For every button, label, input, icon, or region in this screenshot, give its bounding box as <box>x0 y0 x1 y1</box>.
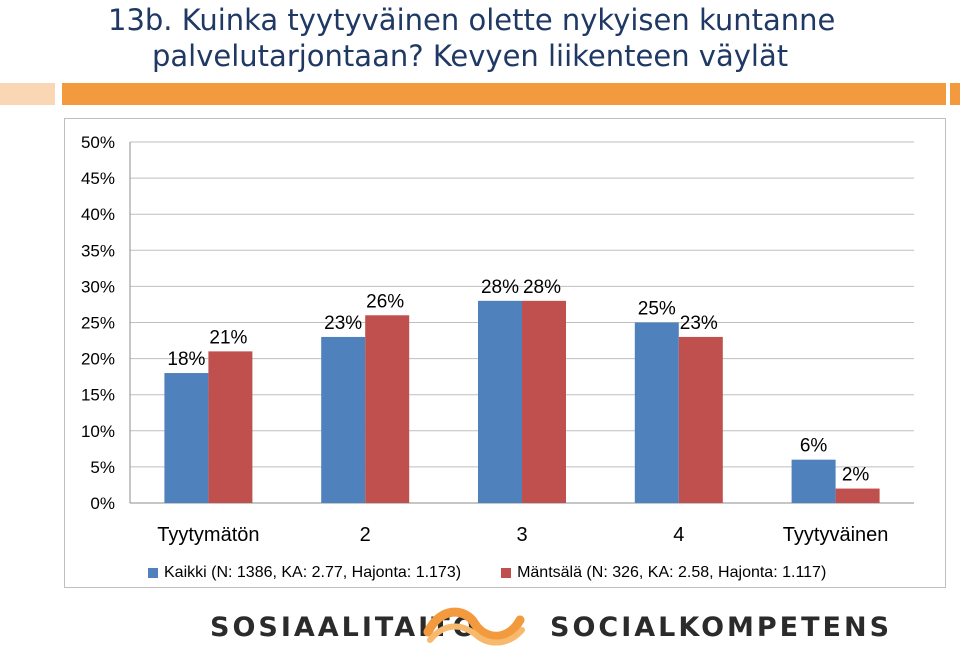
bar-kaikki <box>791 459 836 503</box>
legend-item-kaikki: Kaikki (N: 1386, KA: 2.77, Hajonta: 1.17… <box>148 564 461 582</box>
data-label: 23% <box>324 313 362 334</box>
bar-mantsala <box>522 300 566 503</box>
data-label: 6% <box>800 436 828 457</box>
x-tick-label: Tyytyväinen <box>783 524 889 546</box>
data-label: 18% <box>167 349 205 370</box>
y-tick-label: 25% <box>81 314 115 333</box>
x-tick-label: 4 <box>673 524 684 546</box>
data-label: 25% <box>638 299 676 320</box>
accent-bar-right <box>950 83 960 105</box>
bar-mantsala <box>678 336 723 503</box>
x-tick-label: 3 <box>516 524 527 546</box>
y-tick-label: 15% <box>81 386 115 405</box>
data-label: 28% <box>523 277 561 298</box>
y-tick-label: 30% <box>81 277 115 296</box>
data-label: 21% <box>209 327 247 348</box>
legend: Kaikki (N: 1386, KA: 2.77, Hajonta: 1.17… <box>148 563 866 583</box>
logo-icon <box>423 607 525 646</box>
data-label: 26% <box>366 291 404 312</box>
bar-mantsala <box>365 315 410 503</box>
accent-bar-left <box>0 83 55 105</box>
bar-kaikki <box>478 300 522 503</box>
y-tick-label: 0% <box>90 494 115 513</box>
bar-mantsala <box>208 351 253 503</box>
accent-bar-orange <box>62 83 946 105</box>
x-tick-label: Tyytymätön <box>157 524 259 546</box>
data-label: 28% <box>481 277 519 298</box>
y-tick-label: 40% <box>81 205 115 224</box>
title-line-1: 13b. Kuinka tyytyväinen olette nykyisen … <box>108 3 836 37</box>
y-tick-label: 35% <box>81 241 115 260</box>
y-tick-label: 5% <box>90 458 115 477</box>
data-label: 2% <box>842 465 870 486</box>
legend-swatch-red <box>501 568 512 578</box>
y-tick-label: 45% <box>81 169 115 188</box>
bar-mantsala <box>835 488 880 503</box>
legend-label-mantsala: Mäntsälä (N: 326, KA: 2.58, Hajonta: 1.1… <box>517 564 827 581</box>
footer-brand-right: SOCIALKOMPETENS <box>550 612 893 643</box>
data-label: 23% <box>680 313 718 334</box>
chart-title: 13b. Kuinka tyytyväinen olette nykyisen … <box>108 2 948 74</box>
bar-kaikki <box>634 322 679 503</box>
title-line-2: palvelutarjontaan? Kevyen liikenteen väy… <box>152 39 789 73</box>
x-tick-label: 2 <box>360 524 371 546</box>
bar-kaikki <box>321 336 366 503</box>
chart-frame <box>64 118 946 588</box>
y-tick-label: 50% <box>81 133 115 152</box>
legend-swatch-blue <box>148 568 158 578</box>
y-tick-label: 20% <box>81 350 115 369</box>
y-tick-label: 10% <box>81 422 115 441</box>
legend-label-kaikki: Kaikki (N: 1386, KA: 2.77, Hajonta: 1.17… <box>164 564 462 581</box>
legend-item-mantsala: Mäntsälä (N: 326, KA: 2.58, Hajonta: 1.1… <box>501 564 826 582</box>
footer: SOSIAALITAITO SOCIALKOMPETENS <box>0 600 960 656</box>
bar-kaikki <box>164 373 209 503</box>
